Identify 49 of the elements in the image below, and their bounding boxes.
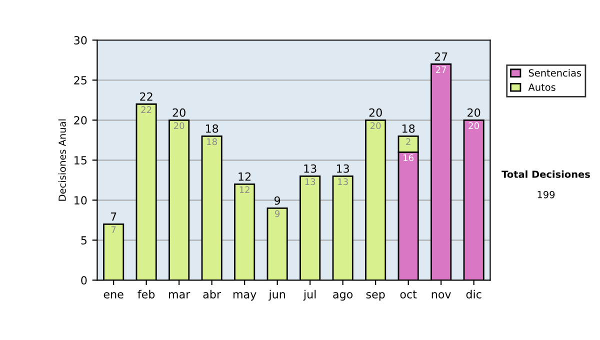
- data-label: 20: [468, 122, 479, 130]
- total-label: 27: [434, 52, 448, 61]
- x-tick-label: dic: [466, 290, 482, 298]
- x-tick-label: abr: [203, 290, 222, 298]
- total-label: 18: [206, 124, 218, 133]
- data-label: 12: [240, 186, 250, 194]
- y-tick-label: 30: [74, 36, 87, 44]
- x-tick-label: feb: [138, 290, 155, 298]
- data-label: 18: [207, 138, 217, 146]
- data-label: 9: [275, 210, 280, 218]
- total-label: 7: [110, 212, 116, 221]
- text: 199: [538, 190, 555, 198]
- y-tick-label: 20: [74, 116, 87, 125]
- data-label: 2: [406, 138, 410, 145]
- y-tick-label: 25: [74, 76, 87, 85]
- y-axis-title: Decisiones Anual: [58, 119, 66, 201]
- total-label: 18: [402, 124, 415, 133]
- x-tick-label: ago: [333, 292, 353, 301]
- data-label: 13: [305, 178, 316, 186]
- total-label: 20: [369, 108, 382, 117]
- y-tick-label: 5: [81, 236, 87, 245]
- legend-label: Autos: [528, 84, 556, 91]
- x-tick-label: sep: [366, 292, 385, 301]
- y-tick-label: 15: [74, 156, 87, 165]
- x-tick-label: jul: [303, 290, 316, 301]
- total-label: 12: [238, 172, 251, 181]
- x-tick-label: jun: [268, 290, 285, 301]
- total-label: 20: [172, 108, 186, 117]
- data-label: 20: [370, 122, 381, 130]
- x-tick-label: oct: [400, 290, 417, 298]
- total-label: 13: [336, 164, 350, 173]
- total-label: 9: [274, 196, 280, 205]
- data-label: 27: [436, 66, 446, 73]
- data-label: 16: [404, 154, 414, 162]
- data-label: 13: [338, 178, 348, 186]
- legend-label: Sentencias: [528, 69, 582, 77]
- x-tick-label: nov: [432, 292, 451, 298]
- data-label: 20: [174, 122, 184, 130]
- total-label: 13: [304, 164, 316, 173]
- total-label: 22: [140, 92, 152, 101]
- data-label: 22: [141, 106, 152, 113]
- total-label: 20: [468, 108, 480, 117]
- x-tick-label: ene: [104, 292, 124, 298]
- y-tick-label: 0: [81, 276, 87, 285]
- x-tick-label: may: [233, 292, 256, 301]
- text: Total Decisiones: [502, 170, 590, 178]
- y-tick-label: 10: [74, 196, 87, 205]
- data-label: 7: [111, 226, 116, 234]
- x-tick-label: mar: [168, 292, 190, 298]
